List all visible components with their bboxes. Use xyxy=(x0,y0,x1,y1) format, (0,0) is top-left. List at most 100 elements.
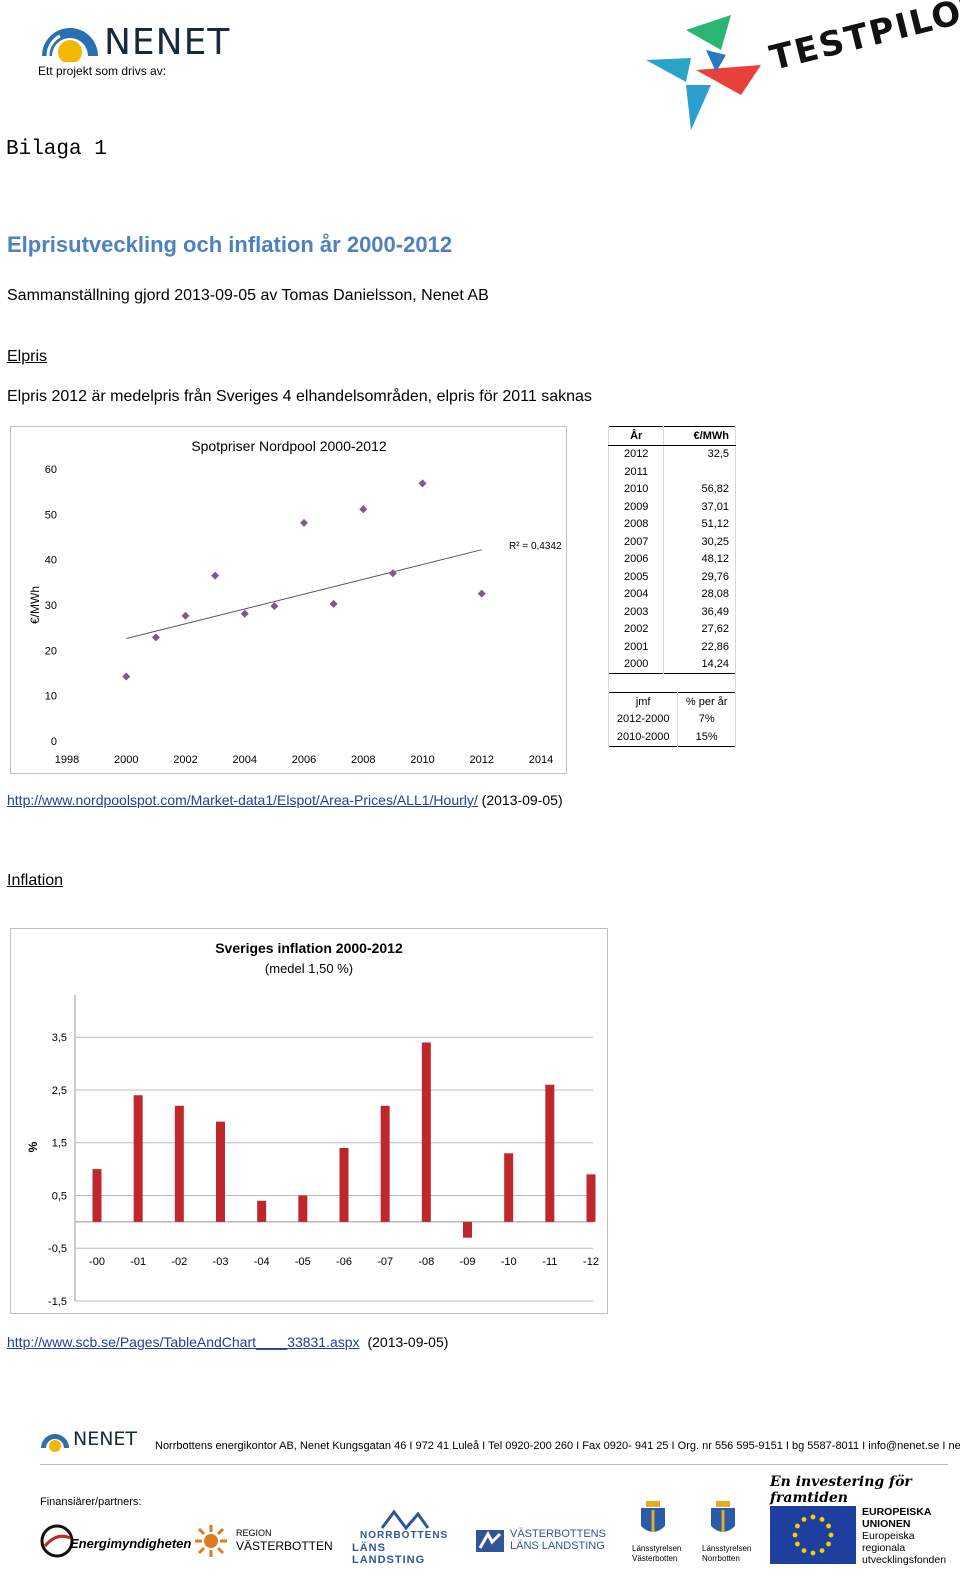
nenet-logo-text: NENET xyxy=(104,22,231,63)
eu-star xyxy=(795,1541,800,1547)
partner-norrbottens-landsting: NORRBOTTENS LÄNS LANDSTING xyxy=(352,1510,462,1566)
source-line-2: http://www.scb.se/Pages/TableAndChart___… xyxy=(7,1334,448,1350)
y-tick-label: 0 xyxy=(51,736,57,748)
energimyndigheten-icon xyxy=(40,1524,74,1558)
x-tick-label: -04 xyxy=(254,1256,270,1268)
year-cell: 2003 xyxy=(607,603,665,621)
coat-of-arms-icon xyxy=(641,1501,665,1532)
inflation-chart-svg: Sveriges inflation 2000-2012 (medel 1,50 … xyxy=(26,940,599,1308)
footer-sun-icon xyxy=(41,1434,69,1452)
x-tick-label: 2000 xyxy=(114,754,138,766)
y-axis-label: €/MWh xyxy=(28,586,42,624)
y-tick-label: -1,5 xyxy=(48,1296,67,1308)
annex-label: Bilaga 1 xyxy=(6,138,107,161)
price-cell: 48,12 xyxy=(663,550,736,568)
x-tick-label: -00 xyxy=(89,1256,105,1268)
table-row: 2000 14,24 xyxy=(607,655,736,674)
bar xyxy=(92,1169,102,1222)
table-row: 2001 22,86 xyxy=(607,638,736,656)
y-tick-label: 2,5 xyxy=(52,1085,67,1097)
eu-star xyxy=(810,1514,816,1520)
vasterbottens-top: VÄSTERBOTTENS xyxy=(510,1528,606,1540)
year-cell: 2011 xyxy=(607,463,665,481)
table-row: 2008 51,12 xyxy=(607,515,736,533)
y-tick-label: 30 xyxy=(45,600,57,612)
eu-star xyxy=(826,1523,831,1529)
lansstyrelsen-vb-top: Länsstyrelsen xyxy=(632,1544,682,1553)
scb-link[interactable]: http://www.scb.se/Pages/TableAndChart___… xyxy=(7,1334,360,1350)
table-row: 2009 37,01 xyxy=(607,498,736,516)
x-tick-label: 2014 xyxy=(529,754,553,766)
x-tick-label: 1998 xyxy=(55,754,79,766)
year-cell: 2010 xyxy=(607,480,665,498)
nenet-sun-icon xyxy=(42,28,98,62)
data-point xyxy=(181,611,190,620)
lansstyrelsen-nb-top: Länsstyrelsen xyxy=(702,1544,752,1553)
footer-divider xyxy=(40,1464,948,1465)
bar xyxy=(504,1153,514,1222)
header-price: €/MWh xyxy=(663,426,736,446)
table-row: 2012 32,5 xyxy=(607,445,736,463)
x-tick-label: -08 xyxy=(418,1256,434,1268)
testpilot-logo: TESTPILOT xyxy=(636,0,960,135)
bar xyxy=(463,1221,472,1238)
bar xyxy=(545,1084,555,1222)
table-row: 2012-2000 7% xyxy=(607,710,736,728)
price-table: År €/MWh 2012 32,5 2011 2010 56,82 2009 37,01 2… xyxy=(607,426,736,674)
data-point xyxy=(329,599,338,608)
period-cell: 2012-2000 xyxy=(607,710,679,728)
bar xyxy=(133,1095,143,1222)
region-vasterbotten-top: REGION xyxy=(236,1528,272,1538)
data-point xyxy=(151,633,160,642)
partner-lansstyrelsen-norrbotten: Länsstyrelsen Norrbotten xyxy=(700,1500,752,1566)
year-cell: 2001 xyxy=(607,638,665,656)
year-cell: 2009 xyxy=(607,498,665,516)
price-cell: 28,08 xyxy=(663,585,736,603)
y-axis-label: % xyxy=(26,1141,40,1152)
norrbottens-top: NORRBOTTENS xyxy=(360,1530,449,1541)
energimyndigheten-text: Energimyndigheten xyxy=(70,1536,192,1551)
table-spacer xyxy=(608,674,736,692)
y-tick-label: 0,5 xyxy=(52,1190,67,1202)
x-tick-label: -02 xyxy=(171,1256,187,1268)
eu-star xyxy=(826,1541,831,1547)
y-tick-label: 1,5 xyxy=(52,1138,67,1150)
bar xyxy=(586,1174,596,1222)
spot-price-chart-svg: Spotpriser Nordpool 2000-2012 €/MWh 0 10 20 3… xyxy=(28,438,562,766)
price-cell: 36,49 xyxy=(663,603,736,621)
norrbottens-bottom: LÄNS LANDSTING xyxy=(352,1542,426,1566)
eu-line-2: UNIONEN xyxy=(862,1518,911,1530)
partner-lansstyrelsen-vasterbotten: Länsstyrelsen Västerbotten xyxy=(630,1500,682,1566)
x-tick-label: -03 xyxy=(213,1256,229,1268)
year-cell: 2002 xyxy=(607,620,665,638)
source-date-2: (2013-09-05) xyxy=(367,1334,449,1350)
x-tick-label: 2010 xyxy=(410,754,434,766)
table-row: 2010-2000 15% xyxy=(607,728,736,746)
eu-star xyxy=(819,1517,825,1522)
price-cell: 51,12 xyxy=(663,515,736,533)
year-cell: 2012 xyxy=(607,445,665,463)
x-tick-label: -06 xyxy=(336,1256,352,1268)
y-tick-label: 20 xyxy=(45,645,57,657)
region-vasterbotten-icon xyxy=(195,1525,227,1557)
eu-star xyxy=(819,1548,825,1553)
x-tick-label: -01 xyxy=(130,1256,146,1268)
chart-title: Sveriges inflation 2000-2012 xyxy=(215,940,403,956)
table-header-row: År €/MWh xyxy=(607,426,736,446)
percent-cell: 15% xyxy=(677,728,736,746)
year-cell: 2006 xyxy=(607,550,665,568)
norrbotten-landsting-icon xyxy=(380,1510,430,1530)
data-point xyxy=(300,518,308,527)
year-cell: 2004 xyxy=(607,585,665,603)
footer-address-bold: Norrbottens energikontor AB, Nenet xyxy=(155,1440,330,1452)
trendline xyxy=(126,549,482,640)
table-row: 2010 56,82 xyxy=(607,480,736,498)
header-year: År xyxy=(607,426,665,446)
eu-line-5: utvecklingsfonden xyxy=(862,1554,947,1566)
x-tick-label: -07 xyxy=(377,1256,393,1268)
table-row: 2007 30,25 xyxy=(607,533,736,551)
footer-nenet-logo: NENET xyxy=(40,1428,150,1454)
y-tick-label: 3,5 xyxy=(52,1032,67,1044)
nordpool-link[interactable]: http://www.nordpoolspot.com/Market-data1… xyxy=(7,792,478,808)
lansstyrelsen-vb-bottom: Västerbotten xyxy=(632,1554,678,1563)
